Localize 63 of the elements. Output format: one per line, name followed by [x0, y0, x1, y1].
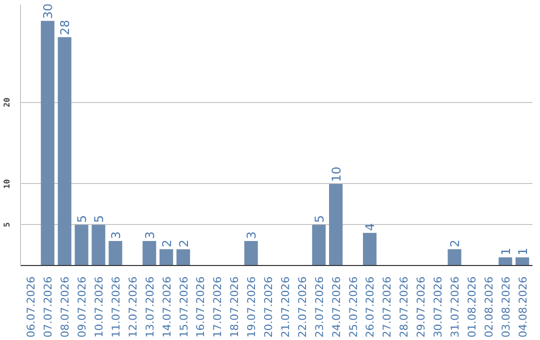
bar [516, 257, 530, 266]
x-tick-label: 14.07.2026 [160, 276, 174, 338]
x-tick-label: 28.07.2026 [398, 276, 411, 338]
x-tick-label: 30.07.2026 [432, 276, 445, 338]
x-tick-label: 02.08.2026 [482, 276, 496, 338]
data-label: 4 [363, 223, 378, 231]
bar [244, 241, 258, 266]
x-tick-label: 24.07.2026 [330, 276, 343, 338]
data-label: 1 [498, 248, 513, 256]
x-tick-label: 01.08.2026 [465, 276, 478, 338]
x-tick-label: 26.07.2026 [364, 276, 377, 338]
x-tick-label: 27.07.2026 [380, 276, 394, 338]
x-tick-label: 18.07.2026 [228, 276, 242, 338]
data-label: 3 [244, 231, 259, 240]
data-label: 2 [448, 240, 462, 248]
x-tick-label: 13.07.2026 [143, 276, 156, 338]
bar [329, 184, 343, 266]
x-tick-label: 19.07.2026 [245, 276, 258, 338]
x-tick-label: 10.07.2026 [92, 276, 106, 338]
x-tick-label: 09.07.2026 [76, 276, 89, 338]
data-label: 5 [92, 215, 106, 223]
x-tick-label: 03.08.2026 [499, 276, 512, 338]
y-tick-label: 10 [2, 178, 12, 189]
bar [312, 224, 326, 266]
x-tick-label: 25.07.2026 [346, 276, 360, 338]
x-tick-label: 22.07.2026 [296, 276, 309, 338]
data-label: 5 [312, 215, 326, 223]
x-tick-label: 21.07.2026 [278, 276, 292, 338]
x-tick-label: 16.07.2026 [194, 276, 208, 338]
bar [176, 249, 190, 266]
bar [108, 241, 122, 266]
data-label: 3 [142, 231, 157, 240]
bar [448, 249, 462, 266]
x-tick-label: 29.07.2026 [414, 276, 428, 338]
x-tick-label: 23.07.2026 [312, 276, 326, 338]
x-tick-label: 17.07.2026 [211, 276, 224, 338]
y-tick-label: 5 [2, 222, 12, 228]
x-tick-label: 06.07.2026 [24, 276, 38, 338]
data-label: 1 [516, 248, 530, 256]
bar [362, 232, 377, 266]
x-tick-label: 04.08.2026 [516, 276, 530, 338]
bar [58, 37, 72, 266]
x-tick-label: 07.07.2026 [42, 276, 55, 338]
bar [92, 224, 106, 266]
bar [160, 249, 174, 266]
bar [74, 224, 88, 266]
x-tick-label: 31.07.2026 [448, 276, 462, 338]
bar [40, 20, 54, 266]
data-label: 2 [176, 240, 191, 248]
data-label: 2 [160, 240, 174, 248]
data-label: 28 [58, 20, 72, 36]
y-tick-label: 20 [2, 97, 12, 108]
x-tick-label: 15.07.2026 [177, 276, 190, 338]
data-label: 5 [75, 215, 90, 223]
x-tick-label: 12.07.2026 [126, 276, 140, 338]
x-tick-label: 08.07.2026 [58, 276, 72, 338]
data-label: 3 [108, 231, 123, 240]
x-tick-label: 11.07.2026 [109, 276, 122, 338]
bar [142, 241, 156, 266]
bar [498, 257, 512, 266]
data-label: 10 [329, 166, 344, 182]
x-tick-label: 20.07.2026 [262, 276, 276, 338]
data-label: 30 [41, 4, 56, 19]
